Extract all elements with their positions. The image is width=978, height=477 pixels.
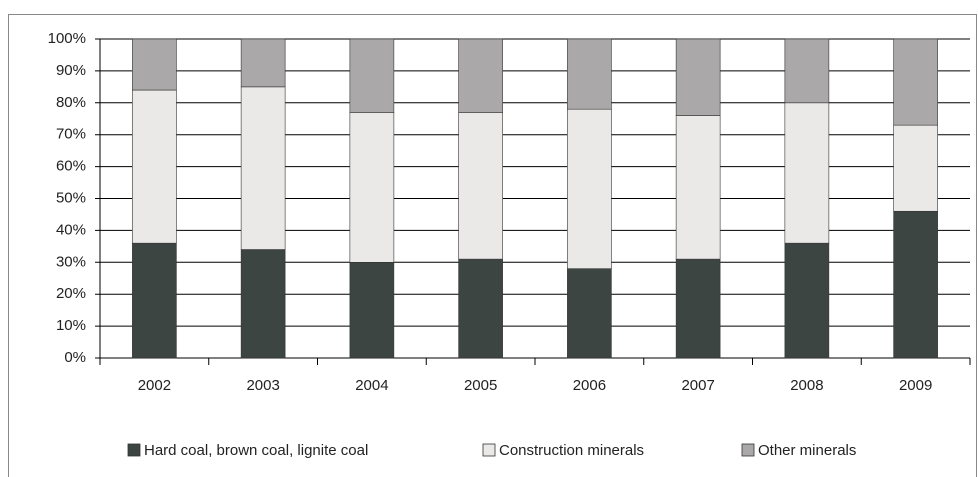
y-tick-label: 100% bbox=[48, 30, 86, 47]
x-tick-label: 2005 bbox=[464, 377, 497, 394]
legend-label: Hard coal, brown coal, lignite coal bbox=[144, 442, 368, 459]
legend-swatch bbox=[482, 443, 496, 457]
bar-segment bbox=[675, 115, 721, 260]
bar-segment bbox=[349, 112, 395, 263]
bar-segment bbox=[458, 112, 503, 260]
bar-segment bbox=[349, 38, 395, 113]
bar-segment bbox=[675, 38, 721, 116]
bar-segment bbox=[784, 102, 830, 244]
x-tick-label: 2008 bbox=[790, 377, 823, 394]
x-tick-label: 2002 bbox=[138, 377, 171, 394]
bar-segment bbox=[458, 38, 503, 113]
bar-segment bbox=[784, 38, 830, 104]
y-tick-label: 10% bbox=[56, 317, 86, 334]
y-tick-label: 60% bbox=[56, 158, 86, 175]
bar-segment bbox=[132, 38, 177, 91]
bar-segment bbox=[240, 86, 286, 250]
bar-segment bbox=[458, 258, 503, 359]
bar-segment bbox=[132, 89, 177, 244]
bar-segment bbox=[567, 38, 612, 110]
y-tick-label: 0% bbox=[64, 349, 86, 366]
x-tick-label: 2006 bbox=[573, 377, 606, 394]
bar-segment bbox=[893, 210, 938, 359]
bar-segment bbox=[132, 242, 177, 359]
bar-segment bbox=[675, 258, 721, 359]
legend-swatch bbox=[127, 443, 141, 457]
legend-label: Other minerals bbox=[758, 442, 856, 459]
bar-segment bbox=[893, 38, 938, 126]
x-tick-label: 2007 bbox=[681, 377, 714, 394]
y-tick-label: 40% bbox=[56, 221, 86, 238]
legend-label: Construction minerals bbox=[499, 442, 644, 459]
y-tick-label: 90% bbox=[56, 62, 86, 79]
y-tick-label: 50% bbox=[56, 189, 86, 206]
bar-segment bbox=[240, 249, 286, 359]
x-tick-label: 2003 bbox=[246, 377, 279, 394]
legend-swatch bbox=[741, 443, 755, 457]
y-tick-label: 70% bbox=[56, 126, 86, 143]
y-tick-label: 80% bbox=[56, 94, 86, 111]
bar-segment bbox=[240, 38, 286, 88]
bar-segment bbox=[349, 261, 395, 359]
x-tick-label: 2009 bbox=[899, 377, 932, 394]
bar-segment bbox=[784, 242, 830, 359]
x-tick-label: 2004 bbox=[355, 377, 388, 394]
bar-segment bbox=[893, 124, 938, 212]
y-tick-label: 30% bbox=[56, 253, 86, 270]
bar-segment bbox=[567, 268, 612, 359]
y-tick-label: 20% bbox=[56, 285, 86, 302]
bar-segment bbox=[567, 108, 612, 269]
frame bbox=[8, 14, 977, 477]
